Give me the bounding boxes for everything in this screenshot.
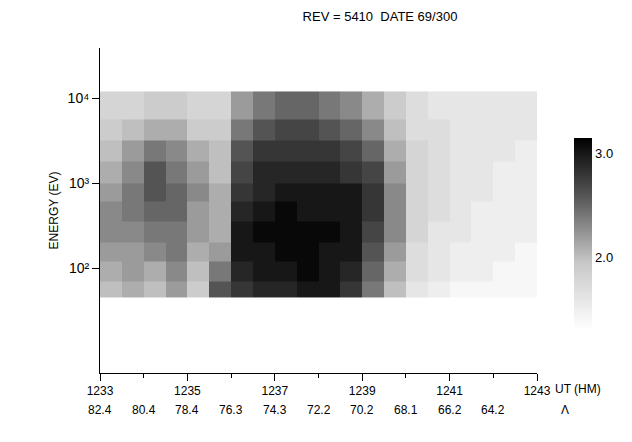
svg-text:70.2: 70.2: [350, 403, 374, 417]
svg-text:3.0: 3.0: [595, 146, 613, 161]
svg-text:80.4: 80.4: [132, 403, 156, 417]
svg-text:64.2: 64.2: [481, 403, 505, 417]
svg-text:68.1: 68.1: [394, 403, 418, 417]
svg-text:10²: 10²: [69, 260, 90, 276]
svg-text:1237: 1237: [261, 384, 288, 398]
svg-text:74.3: 74.3: [263, 403, 287, 417]
svg-text:1239: 1239: [349, 384, 376, 398]
svg-text:1235: 1235: [174, 384, 201, 398]
svg-text:1243: 1243: [524, 384, 551, 398]
svg-text:UT (HM): UT (HM): [555, 382, 601, 396]
svg-text:2.0: 2.0: [595, 250, 613, 265]
svg-text:76.3: 76.3: [219, 403, 243, 417]
svg-text:10³: 10³: [69, 175, 90, 191]
svg-text:Λ: Λ: [561, 403, 569, 417]
svg-text:78.4: 78.4: [175, 403, 199, 417]
svg-text:66.2: 66.2: [438, 403, 462, 417]
svg-text:10⁴: 10⁴: [68, 90, 90, 106]
svg-text:ENERGY (EV): ENERGY (EV): [47, 172, 61, 250]
svg-text:1241: 1241: [436, 384, 463, 398]
svg-text:1233: 1233: [87, 384, 114, 398]
svg-text:REV = 5410 DATE 69/300: REV = 5410 DATE 69/300: [303, 9, 458, 24]
svg-text:72.2: 72.2: [307, 403, 331, 417]
svg-text:82.4: 82.4: [88, 403, 112, 417]
